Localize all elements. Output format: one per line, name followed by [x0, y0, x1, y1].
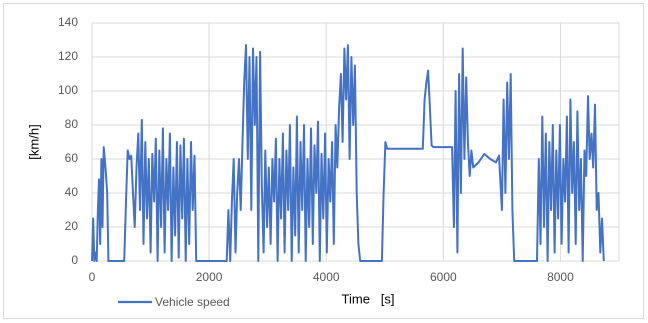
x-tick-label: 6000	[430, 270, 457, 284]
chart-border	[3, 3, 644, 319]
data-line	[91, 44, 605, 262]
y-tick-label: 60	[65, 151, 79, 165]
plot	[91, 44, 605, 262]
y-tick-label: 20	[65, 219, 79, 233]
y-tick-label: 0	[71, 253, 78, 267]
y-axis-label: [km/h]	[26, 124, 41, 159]
y-tick-label: 140	[58, 15, 78, 29]
x-tick-label: 2000	[196, 270, 223, 284]
y-tick-label: 80	[65, 117, 79, 131]
x-tick-label: 4000	[313, 270, 340, 284]
x-tick-label: 0	[89, 270, 96, 284]
y-tick-label: 40	[65, 185, 79, 199]
y-tick-label: 120	[58, 49, 78, 63]
y-tick-label: 100	[58, 83, 78, 97]
x-tick-label: 8000	[547, 270, 574, 284]
legend-label: Vehicle speed	[155, 295, 230, 309]
x-axis-label: Time [s]	[342, 291, 395, 306]
